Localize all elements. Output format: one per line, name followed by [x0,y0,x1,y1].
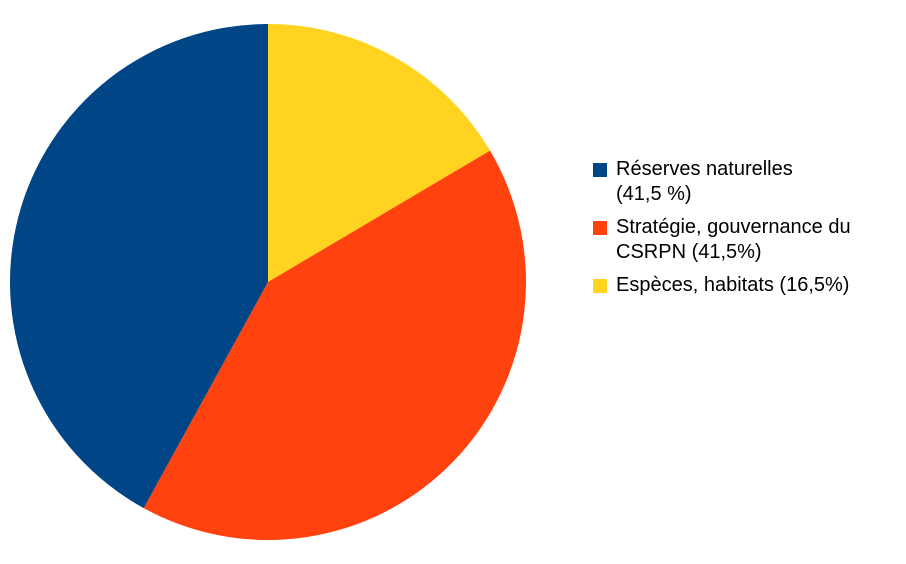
legend-label-especes-line1: Espèces, habitats (16,5%) [616,274,850,296]
legend-label-reserves-line2: (41,5 %) [616,183,692,205]
chart-legend: Réserves naturelles (41,5 %) Stratégie, … [593,157,905,306]
pie-slice-especes [268,24,491,282]
legend-label-reserves-line1: Réserves naturelles [616,158,793,180]
legend-swatch-reserves [593,163,607,177]
legend-swatch-especes [593,279,607,293]
legend-label-strategie-line2: CSRPN (41,5%) [616,241,762,263]
pie-slice-reserves [9,23,269,509]
pie-slice-strategie [143,150,526,541]
legend-label-strategie-line1: Stratégie, gouvernance du [616,216,851,238]
legend-item-strategie: Stratégie, gouvernance du CSRPN (41,5%) [593,215,905,265]
legend-swatch-strategie [593,221,607,235]
legend-item-reserves: Réserves naturelles (41,5 %) [593,157,905,207]
pie-slices [9,23,526,541]
legend-item-especes: Espèces, habitats (16,5%) [593,273,905,298]
